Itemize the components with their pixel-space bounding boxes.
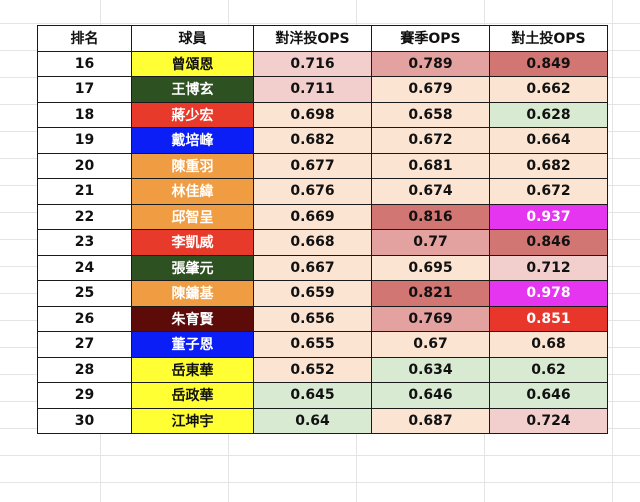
ops-vs-local-cell[interactable]: 0.978 (489, 280, 608, 307)
player-cell[interactable]: 陳重羽 (131, 152, 254, 179)
table-row: 30 江坤宇 0.64 0.687 0.724 (37, 407, 608, 434)
rank-cell[interactable]: 23 (37, 229, 132, 256)
header-rank[interactable]: 排名 (37, 25, 132, 52)
ops-vs-foreign-cell[interactable]: 0.652 (253, 356, 372, 383)
table-row: 29 岳政華 0.645 0.646 0.646 (37, 382, 608, 409)
player-cell[interactable]: 江坤宇 (131, 407, 254, 434)
rank-cell[interactable]: 22 (37, 203, 132, 230)
season-ops-cell[interactable]: 0.687 (371, 407, 490, 434)
player-cell[interactable]: 岳東華 (131, 356, 254, 383)
rank-cell[interactable]: 21 (37, 178, 132, 205)
season-ops-cell[interactable]: 0.769 (371, 305, 490, 332)
rank-cell[interactable]: 27 (37, 331, 132, 358)
ops-vs-local-cell[interactable]: 0.664 (489, 127, 608, 154)
table-row: 24 張肇元 0.667 0.695 0.712 (37, 254, 608, 281)
season-ops-cell[interactable]: 0.67 (371, 331, 490, 358)
player-cell[interactable]: 邱智呈 (131, 203, 254, 230)
rank-cell[interactable]: 25 (37, 280, 132, 307)
rank-cell[interactable]: 18 (37, 101, 132, 128)
table-row: 23 李凱威 0.668 0.77 0.846 (37, 229, 608, 256)
table-row: 18 蔣少宏 0.698 0.658 0.628 (37, 101, 608, 128)
player-cell[interactable]: 陳鏞基 (131, 280, 254, 307)
rank-cell[interactable]: 26 (37, 305, 132, 332)
ops-vs-local-cell[interactable]: 0.68 (489, 331, 608, 358)
ops-vs-foreign-cell[interactable]: 0.64 (253, 407, 372, 434)
rank-cell[interactable]: 16 (37, 50, 132, 77)
ops-vs-local-cell[interactable]: 0.628 (489, 101, 608, 128)
ops-vs-foreign-cell[interactable]: 0.645 (253, 382, 372, 409)
header-row: 排名 球員 對洋投OPS 賽季OPS 對土投OPS (37, 25, 608, 52)
player-cell[interactable]: 曾頌恩 (131, 50, 254, 77)
table-row: 17 王博玄 0.711 0.679 0.662 (37, 76, 608, 103)
season-ops-cell[interactable]: 0.658 (371, 101, 490, 128)
table-row: 26 朱育賢 0.656 0.769 0.851 (37, 305, 608, 332)
player-cell[interactable]: 戴培峰 (131, 127, 254, 154)
ops-vs-local-cell[interactable]: 0.846 (489, 229, 608, 256)
season-ops-cell[interactable]: 0.646 (371, 382, 490, 409)
table-row: 19 戴培峰 0.682 0.672 0.664 (37, 127, 608, 154)
ops-vs-local-cell[interactable]: 0.62 (489, 356, 608, 383)
ops-vs-local-cell[interactable]: 0.662 (489, 76, 608, 103)
ops-vs-local-cell[interactable]: 0.646 (489, 382, 608, 409)
rank-cell[interactable]: 29 (37, 382, 132, 409)
ops-vs-foreign-cell[interactable]: 0.667 (253, 254, 372, 281)
ops-vs-local-cell[interactable]: 0.682 (489, 152, 608, 179)
player-cell[interactable]: 董子恩 (131, 331, 254, 358)
season-ops-cell[interactable]: 0.77 (371, 229, 490, 256)
season-ops-cell[interactable]: 0.816 (371, 203, 490, 230)
ops-vs-foreign-cell[interactable]: 0.682 (253, 127, 372, 154)
table-row: 20 陳重羽 0.677 0.681 0.682 (37, 152, 608, 179)
ops-vs-foreign-cell[interactable]: 0.659 (253, 280, 372, 307)
player-cell[interactable]: 李凱威 (131, 229, 254, 256)
ops-vs-foreign-cell[interactable]: 0.668 (253, 229, 372, 256)
season-ops-cell[interactable]: 0.681 (371, 152, 490, 179)
table-row: 25 陳鏞基 0.659 0.821 0.978 (37, 280, 608, 307)
player-cell[interactable]: 蔣少宏 (131, 101, 254, 128)
ops-vs-foreign-cell[interactable]: 0.698 (253, 101, 372, 128)
season-ops-cell[interactable]: 0.695 (371, 254, 490, 281)
ops-vs-local-cell[interactable]: 0.672 (489, 178, 608, 205)
header-ops-vs-local[interactable]: 對土投OPS (489, 25, 608, 52)
table-row: 27 董子恩 0.655 0.67 0.68 (37, 331, 608, 358)
rank-cell[interactable]: 30 (37, 407, 132, 434)
season-ops-cell[interactable]: 0.634 (371, 356, 490, 383)
season-ops-cell[interactable]: 0.674 (371, 178, 490, 205)
ops-vs-local-cell[interactable]: 0.724 (489, 407, 608, 434)
rank-cell[interactable]: 20 (37, 152, 132, 179)
ops-vs-foreign-cell[interactable]: 0.711 (253, 76, 372, 103)
rank-cell[interactable]: 19 (37, 127, 132, 154)
table-row: 16 曾頌恩 0.716 0.789 0.849 (37, 50, 608, 77)
header-season-ops[interactable]: 賽季OPS (371, 25, 490, 52)
player-cell[interactable]: 王博玄 (131, 76, 254, 103)
rank-cell[interactable]: 28 (37, 356, 132, 383)
season-ops-cell[interactable]: 0.672 (371, 127, 490, 154)
ops-vs-foreign-cell[interactable]: 0.677 (253, 152, 372, 179)
season-ops-cell[interactable]: 0.821 (371, 280, 490, 307)
ops-vs-foreign-cell[interactable]: 0.656 (253, 305, 372, 332)
player-cell[interactable]: 朱育賢 (131, 305, 254, 332)
ops-vs-foreign-cell[interactable]: 0.676 (253, 178, 372, 205)
table-row: 22 邱智呈 0.669 0.816 0.937 (37, 203, 608, 230)
player-cell[interactable]: 岳政華 (131, 382, 254, 409)
ops-vs-foreign-cell[interactable]: 0.655 (253, 331, 372, 358)
player-cell[interactable]: 張肇元 (131, 254, 254, 281)
ops-vs-local-cell[interactable]: 0.937 (489, 203, 608, 230)
ops-vs-foreign-cell[interactable]: 0.669 (253, 203, 372, 230)
ops-vs-local-cell[interactable]: 0.851 (489, 305, 608, 332)
rank-cell[interactable]: 24 (37, 254, 132, 281)
table-row: 21 林佳緯 0.676 0.674 0.672 (37, 178, 608, 205)
player-cell[interactable]: 林佳緯 (131, 178, 254, 205)
header-player[interactable]: 球員 (131, 25, 254, 52)
rank-cell[interactable]: 17 (37, 76, 132, 103)
ops-vs-foreign-cell[interactable]: 0.716 (253, 50, 372, 77)
season-ops-cell[interactable]: 0.789 (371, 50, 490, 77)
header-ops-vs-foreign[interactable]: 對洋投OPS (253, 25, 372, 52)
ops-vs-local-cell[interactable]: 0.849 (489, 50, 608, 77)
ops-table: 排名 球員 對洋投OPS 賽季OPS 對土投OPS 16 曾頌恩 0.716 0.78… (37, 25, 608, 434)
table-row: 28 岳東華 0.652 0.634 0.62 (37, 356, 608, 383)
ops-vs-local-cell[interactable]: 0.712 (489, 254, 608, 281)
season-ops-cell[interactable]: 0.679 (371, 76, 490, 103)
